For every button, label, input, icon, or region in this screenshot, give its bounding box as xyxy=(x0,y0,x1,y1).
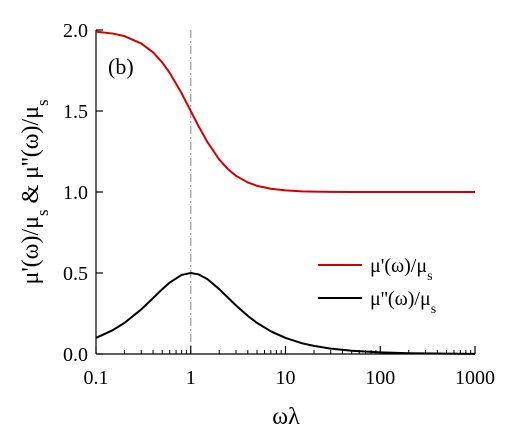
legend-label-2: μ''(ω)/μs xyxy=(370,288,436,317)
x-axis-ticks: 0.1 1 10 100 1000 xyxy=(84,346,495,389)
y-axis-title: μ'(ω)/μs & μ''(ω)/μs xyxy=(18,99,52,284)
series-layer xyxy=(95,30,476,355)
x-tick-label: 1 xyxy=(186,367,196,389)
panel-label: (b) xyxy=(108,54,134,79)
legend: μ'(ω)/μs μ''(ω)/μs xyxy=(318,255,436,317)
y-tick-label: 0.5 xyxy=(63,263,88,285)
y-tick-label: 1.5 xyxy=(63,101,88,123)
y-axis-ticks: 0.0 0.5 1.0 1.5 2.0 xyxy=(63,20,103,366)
y-tick-label: 0.0 xyxy=(63,344,88,366)
series-line-1 xyxy=(95,30,475,193)
y-tick-label: 2.0 xyxy=(63,20,88,42)
y-tick-label: 1.0 xyxy=(63,182,88,204)
legend-label-1: μ'(ω)/μs xyxy=(370,255,433,284)
x-tick-label: 1000 xyxy=(455,367,495,389)
x-axis-title: ωλ xyxy=(272,404,300,430)
x-tick-label: 100 xyxy=(365,367,395,389)
x-tick-label: 10 xyxy=(276,367,296,389)
x-tick-label: 0.1 xyxy=(84,367,109,389)
series-line-2 xyxy=(95,272,476,355)
